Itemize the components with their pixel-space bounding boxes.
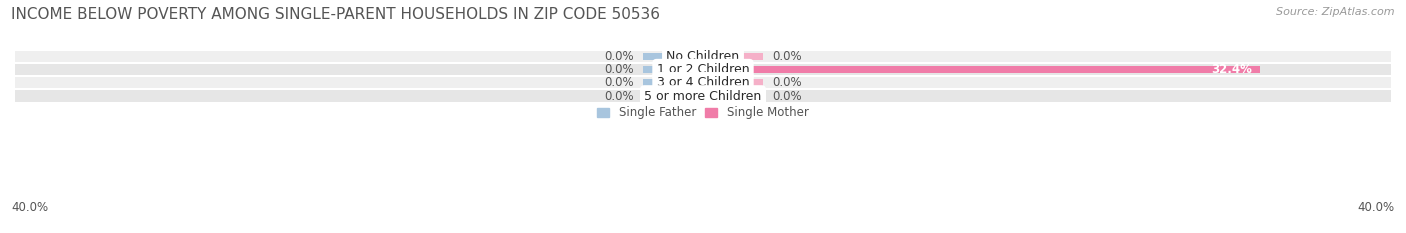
Text: 0.0%: 0.0% (605, 76, 634, 89)
Bar (703, 66, 1260, 73)
Text: 0.0%: 0.0% (605, 89, 634, 103)
Text: 5 or more Children: 5 or more Children (644, 89, 762, 103)
Text: INCOME BELOW POVERTY AMONG SINGLE-PARENT HOUSEHOLDS IN ZIP CODE 50536: INCOME BELOW POVERTY AMONG SINGLE-PARENT… (11, 7, 661, 22)
Bar (15, 77, 1391, 89)
Bar (15, 51, 1391, 62)
Text: Source: ZipAtlas.com: Source: ZipAtlas.com (1277, 7, 1395, 17)
Bar (643, 79, 703, 86)
Legend: Single Father, Single Mother: Single Father, Single Mother (593, 102, 813, 124)
Bar (643, 66, 703, 73)
Text: 0.0%: 0.0% (605, 63, 634, 76)
Bar (703, 53, 763, 60)
Text: 0.0%: 0.0% (605, 50, 634, 63)
Text: 0.0%: 0.0% (772, 89, 801, 103)
Bar (703, 93, 763, 100)
Text: 3 or 4 Children: 3 or 4 Children (657, 76, 749, 89)
Text: 40.0%: 40.0% (11, 201, 48, 214)
Text: 0.0%: 0.0% (772, 76, 801, 89)
Bar (643, 93, 703, 100)
Text: 32.4%: 32.4% (1211, 63, 1251, 76)
Text: No Children: No Children (666, 50, 740, 63)
Bar (15, 90, 1391, 102)
Text: 40.0%: 40.0% (1358, 201, 1395, 214)
Text: 1 or 2 Children: 1 or 2 Children (657, 63, 749, 76)
Bar (643, 53, 703, 60)
Text: 0.0%: 0.0% (772, 50, 801, 63)
Bar (15, 64, 1391, 75)
Bar (703, 79, 763, 86)
